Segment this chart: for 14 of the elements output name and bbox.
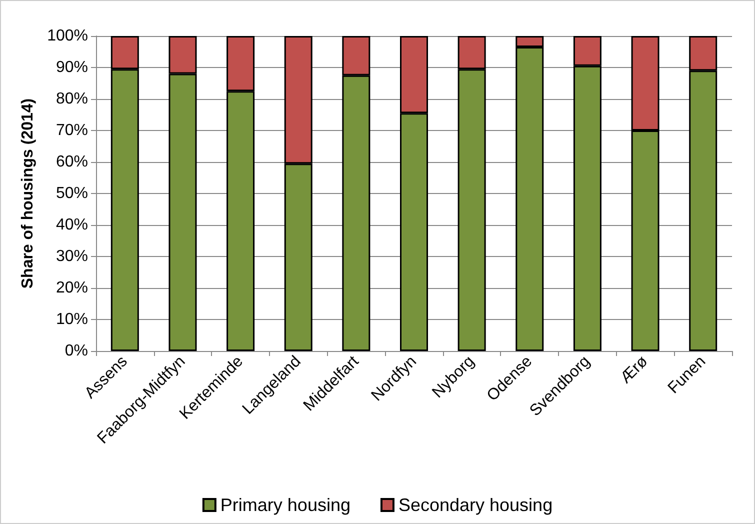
y-tick-label: 90% <box>56 59 88 76</box>
y-axis-title: Share of housings (2014) <box>20 98 37 289</box>
y-tick-label: 50% <box>56 185 88 202</box>
legend-label: Primary housing <box>220 495 350 515</box>
y-tick-label: 100% <box>47 28 88 44</box>
y-tick-label: 70% <box>56 122 88 139</box>
y-tick-label: 40% <box>56 216 88 234</box>
y-tick-label: 0% <box>64 342 88 360</box>
y-tick-label: 30% <box>56 248 88 265</box>
y-tick-label: 10% <box>56 311 88 328</box>
legend-label: Secondary housing <box>398 495 553 515</box>
y-tick-label: 20% <box>56 280 88 296</box>
y-tick-label: 60% <box>56 154 88 170</box>
y-tick-label: 80% <box>56 90 88 108</box>
